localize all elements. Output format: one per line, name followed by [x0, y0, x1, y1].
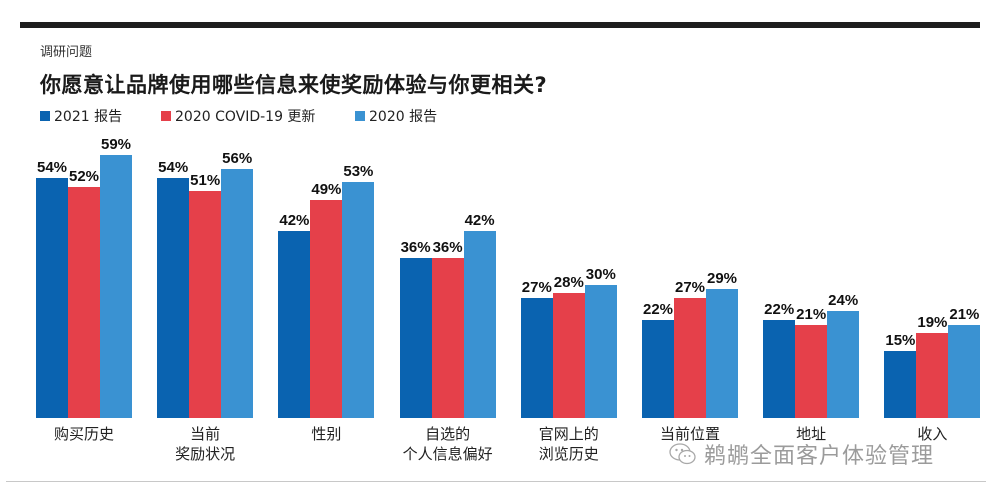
bar [221, 168, 254, 418]
bar [642, 320, 674, 418]
bar [463, 231, 496, 418]
bar-value-label: 22% [764, 301, 795, 319]
bar [431, 257, 464, 418]
bar [827, 311, 860, 418]
bar-value-label: 56% [222, 149, 253, 167]
bar-value-label: 24% [828, 292, 859, 310]
bar-value-label: 22% [642, 301, 674, 319]
bar-value-label: 52% [68, 167, 100, 185]
bar-value-label: 53% [343, 163, 374, 181]
wechat-icon [669, 443, 696, 465]
bar [278, 231, 311, 418]
bar-value-label: 42% [279, 212, 310, 230]
bar [552, 293, 585, 418]
bar [36, 177, 68, 418]
bar-value-label: 29% [706, 269, 738, 287]
legend-swatch-icon [161, 111, 171, 121]
bar-value-label: 49% [311, 180, 342, 198]
category-label: 地址 [796, 425, 827, 443]
bar [795, 324, 828, 418]
bar [674, 297, 706, 418]
chart-eyebrow: 调研问题 [40, 45, 93, 60]
bar-value-label: 28% [553, 274, 584, 292]
category-label: 购买历史 [53, 425, 114, 443]
bar-value-label: 27% [521, 278, 552, 296]
legend-item-2020: 2020 报告 [355, 106, 437, 126]
category-label: 官网上的 浏览历史 [538, 425, 599, 463]
legend-swatch-icon [40, 111, 50, 121]
bar [189, 191, 222, 418]
bar-value-label: 15% [885, 332, 916, 350]
bar [520, 297, 553, 418]
bar-value-label: 54% [158, 158, 189, 176]
category-label: 当前位置 [659, 425, 720, 443]
legend-label: 2020 报告 [369, 109, 438, 125]
bar-value-label: 36% [432, 238, 463, 256]
watermark: 鹈鹕全面客户体验管理 [668, 438, 934, 470]
category-label: 性别 [311, 425, 342, 443]
bar [706, 288, 738, 418]
bar [763, 320, 796, 418]
category-label: 收入 [917, 425, 948, 443]
legend-swatch-icon [355, 111, 365, 121]
bar-value-label: 42% [464, 212, 495, 230]
legend-item-2020-covid: 2020 COVID-19 更新 [161, 106, 315, 126]
bar [157, 177, 190, 418]
bar-value-label: 51% [190, 172, 221, 190]
bar-value-label: 21% [796, 305, 827, 323]
bar-value-label: 30% [585, 265, 616, 283]
bottom-rule [6, 481, 986, 482]
bar-value-label: 21% [949, 305, 980, 323]
bar-value-label: 36% [400, 238, 431, 256]
bar-value-label: 19% [917, 314, 948, 332]
bar-value-label: 59% [100, 136, 132, 154]
bar [584, 284, 617, 418]
bar [948, 324, 981, 418]
bar [100, 155, 132, 418]
bar-value-label: 27% [674, 278, 706, 296]
category-label: 自选的 个人信息偏好 [402, 425, 493, 463]
top-rule [20, 22, 980, 28]
bar [399, 257, 432, 418]
chart-title: 你愿意让品牌使用哪些信息来使奖励体验与你更相关? [40, 73, 548, 97]
bar [342, 182, 375, 418]
watermark-text: 鹈鹕全面客户体验管理 [704, 444, 935, 469]
bar [916, 333, 949, 418]
bar [884, 351, 917, 418]
bar [310, 199, 343, 418]
legend-label: 2020 COVID-19 更新 [175, 109, 316, 125]
bar [68, 186, 100, 418]
bar-value-label: 54% [36, 158, 68, 176]
legend-label: 2021 报告 [54, 109, 123, 125]
category-label: 当前 奖励状况 [175, 425, 236, 463]
legend-item-2021: 2021 报告 [40, 106, 122, 126]
